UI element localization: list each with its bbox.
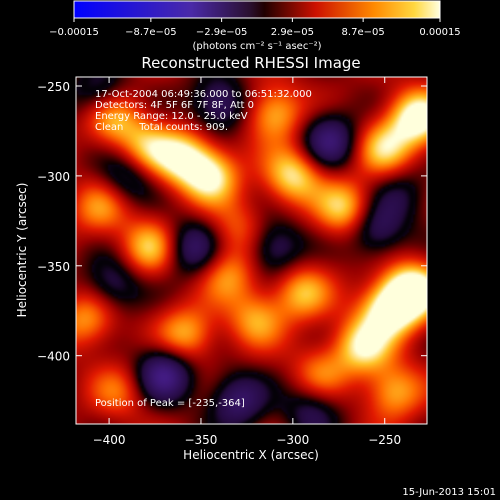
footer-date: 15-Jun-2013 15:01: [402, 487, 496, 498]
peak-position-label: Position of Peak = [-235,-364]: [95, 398, 245, 409]
y-tick-label: −350: [37, 260, 70, 274]
annotation-energy-range: Energy Range: 12.0 - 25.0 keV: [95, 111, 248, 122]
x-tick-label: −350: [184, 433, 217, 447]
colorbar: [73, 0, 441, 19]
x-tick-label: −400: [93, 433, 126, 447]
colorbar-tick-label: −8.7e−05: [125, 27, 177, 38]
heatmap-image: [76, 77, 427, 424]
y-tick-label: −300: [37, 170, 70, 184]
y-axis-label: Heliocentric Y (arcsec): [15, 183, 29, 318]
x-tick-label: −250: [368, 433, 401, 447]
axis-ticks: −400 −350 −300 −250 −250 −300 −350 −400: [37, 77, 427, 447]
colorbar-tick-label: 8.7e−05: [342, 27, 385, 38]
colorbar-unit-label: (photons cm⁻² s⁻¹ asec⁻²): [192, 41, 321, 52]
y-tick-label: −400: [37, 350, 70, 364]
heatmap-area: [76, 77, 427, 424]
colorbar-tick-label: 2.9e−05: [271, 27, 314, 38]
annotation-time-range: 17-Oct-2004 06:49:36.000 to 06:51:32.000: [95, 89, 312, 100]
annotation-detectors: Detectors: 4F 5F 6F 7F 8F, Att 0: [95, 100, 254, 111]
x-tick-label: −300: [276, 433, 309, 447]
plot-frame: [75, 76, 428, 425]
chart-title: Reconstructed RHESSI Image: [141, 54, 360, 72]
y-tick-label: −250: [37, 80, 70, 94]
colorbar-tick-label: −2.9e−05: [196, 27, 248, 38]
colorbar-tick-label: −0.00015: [49, 27, 99, 38]
x-axis-label: Heliocentric X (arcsec): [183, 448, 319, 462]
annotation-clean-counts: Clean Total counts: 909.: [95, 122, 228, 133]
colorbar-ticks: −0.00015 −8.7e−05 −2.9e−05 2.9e−05 8.7e−05 0.…: [49, 18, 461, 38]
colorbar-tick-label: 0.00015: [419, 27, 460, 38]
